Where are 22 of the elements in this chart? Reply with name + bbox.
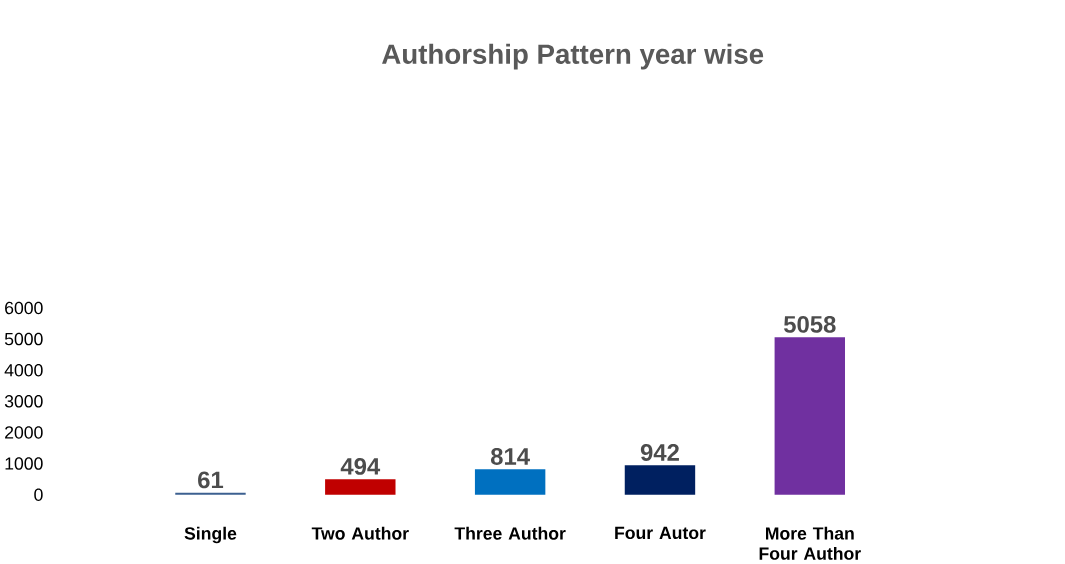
y-tick-label: 0	[34, 488, 43, 501]
data-label: 494	[340, 457, 381, 475]
bar	[624, 465, 696, 495]
data-label: 61	[198, 471, 224, 489]
x-tick-label: Single	[184, 526, 237, 544]
chart-title: Authorship Pattern year wise	[382, 43, 764, 70]
y-tick-label: 2000	[5, 426, 43, 439]
y-tick-label: 5000	[4, 332, 43, 346]
x-tick-label: More Than Four Author	[759, 526, 861, 560]
x-tick-label: Two Author	[311, 526, 409, 540]
y-tick-label: 6000	[5, 301, 43, 315]
x-tick-label: Three Author	[454, 526, 566, 540]
bar	[474, 469, 546, 495]
x-tick-label: Four Autor	[615, 526, 706, 540]
data-label: 5058	[783, 315, 836, 333]
y-tick-label: 3000	[4, 395, 43, 408]
bar	[325, 479, 396, 495]
y-tick-label: 1000	[5, 457, 43, 470]
data-label: 814	[490, 447, 530, 465]
data-label: 942	[640, 443, 679, 461]
y-tick-label: 4000	[4, 363, 43, 377]
bar	[774, 337, 846, 495]
